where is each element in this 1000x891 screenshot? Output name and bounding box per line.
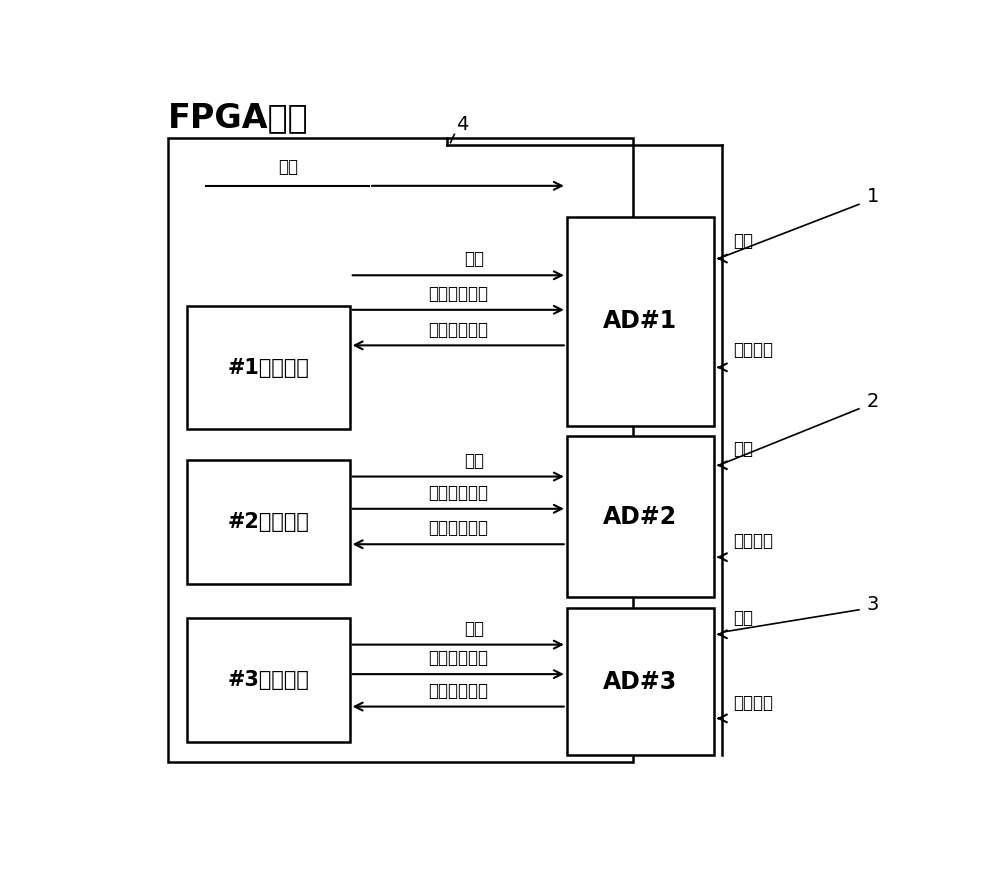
Text: 模拟输入: 模拟输入: [733, 693, 773, 712]
Bar: [567, 437, 714, 598]
Text: 3: 3: [867, 595, 879, 614]
Bar: [567, 608, 714, 756]
Bar: [187, 618, 350, 741]
Text: 转换完成标志: 转换完成标志: [428, 321, 488, 339]
Text: 时钟: 时钟: [733, 440, 753, 458]
Text: 转换时刻控制: 转换时刻控制: [428, 650, 488, 667]
Text: #1采样时序: #1采样时序: [227, 357, 309, 378]
Text: 复位: 复位: [464, 620, 484, 638]
Text: FPGA芯片: FPGA芯片: [168, 102, 308, 135]
Text: 1: 1: [867, 186, 879, 206]
Bar: [567, 217, 714, 426]
Text: 转换完成标志: 转换完成标志: [428, 682, 488, 699]
Text: 复位: 复位: [464, 250, 484, 268]
Text: 4: 4: [456, 115, 468, 134]
Bar: [168, 138, 633, 762]
Text: 模拟输入: 模拟输入: [733, 532, 773, 551]
Text: 模拟输入: 模拟输入: [733, 341, 773, 359]
Text: #2采样时序: #2采样时序: [227, 512, 309, 532]
Bar: [187, 461, 350, 584]
Text: 转换时刻控制: 转换时刻控制: [428, 285, 488, 303]
Text: 时钟: 时钟: [278, 158, 298, 176]
Text: 时钟: 时钟: [733, 609, 753, 627]
Text: 转换完成标志: 转换完成标志: [428, 519, 488, 537]
Text: 转换时刻控制: 转换时刻控制: [428, 484, 488, 502]
Text: #3采样时序: #3采样时序: [227, 670, 309, 690]
Text: AD#1: AD#1: [603, 309, 677, 333]
Text: 2: 2: [867, 392, 879, 412]
Text: AD#3: AD#3: [603, 669, 678, 693]
Text: 复位: 复位: [464, 452, 484, 470]
Text: AD#2: AD#2: [603, 505, 677, 529]
Text: 时钟: 时钟: [733, 233, 753, 250]
Bar: [187, 306, 350, 429]
